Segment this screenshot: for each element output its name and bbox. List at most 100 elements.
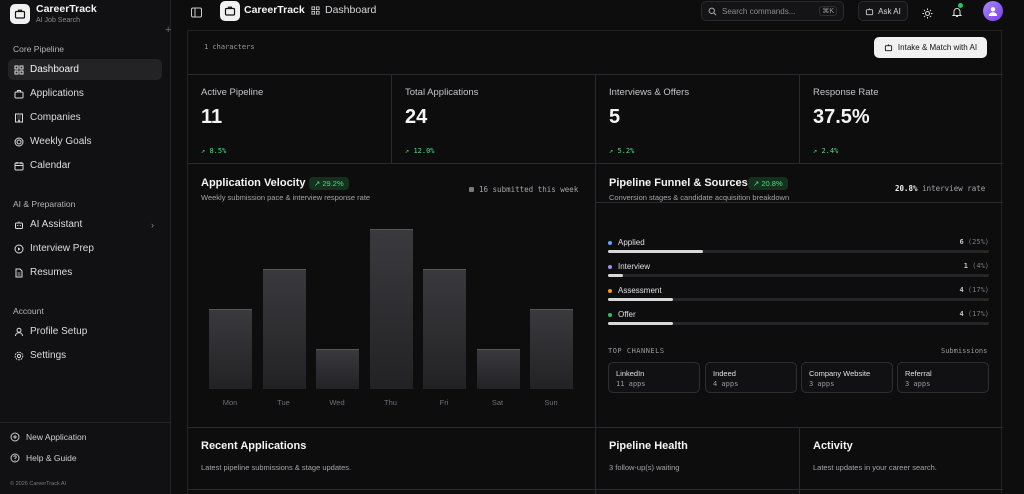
briefcase-logo-icon[interactable] xyxy=(220,1,240,21)
channel-name: Indeed xyxy=(713,369,736,378)
section-core-pipeline: Core Pipeline xyxy=(13,44,65,54)
sidebar-item-resumes[interactable]: Resumes xyxy=(8,262,162,283)
stage-track xyxy=(608,298,989,301)
ask-ai-button[interactable]: Ask AI xyxy=(858,1,908,21)
plus-circle-icon xyxy=(10,432,20,442)
x-tick-label: Wed xyxy=(329,398,345,407)
sidebar-item-calendar[interactable]: Calendar xyxy=(8,155,162,176)
stat-delta-value: 8.5% xyxy=(209,147,227,155)
stage-pct: (17%) xyxy=(967,286,989,294)
bar-thu[interactable] xyxy=(369,229,413,389)
stat-card-interviews-offers[interactable]: Interviews & Offers 5 ↗ 5.2% xyxy=(596,75,800,163)
sidebar-item-ai-assistant[interactable]: AI Assistant › xyxy=(8,214,162,235)
bar-wed[interactable] xyxy=(316,349,359,389)
sun-icon[interactable] xyxy=(922,6,933,19)
stage-count: 1 (4%) xyxy=(964,262,989,270)
sidebar-item-profile-setup[interactable]: Profile Setup xyxy=(8,321,162,342)
interview-rate: 20.8% interview rate xyxy=(895,184,985,193)
command-search[interactable]: ⌘K xyxy=(701,1,844,21)
file-text-icon xyxy=(14,268,24,278)
stat-delta: ↗ 12.0% xyxy=(405,147,435,155)
stage-pct: (17%) xyxy=(967,310,989,318)
breadcrumb-label: Dashboard xyxy=(325,4,377,16)
submitted-note: 16 submitted this week xyxy=(469,185,578,194)
bar-sun[interactable] xyxy=(530,309,573,389)
character-count: 1 characters xyxy=(204,43,255,51)
stat-card-total-applications[interactable]: Total Applications 24 ↗ 12.0% xyxy=(392,75,596,163)
sidebar-item-label: Dashboard xyxy=(30,64,79,75)
stage-count-value: 1 xyxy=(963,262,968,270)
stat-label: Interviews & Offers xyxy=(609,87,690,98)
sidebar-toggle-icon[interactable] xyxy=(191,5,202,18)
bar-sat[interactable] xyxy=(476,349,520,389)
breadcrumb[interactable]: Dashboard xyxy=(311,4,376,16)
bell-icon[interactable] xyxy=(951,5,963,17)
stat-delta: ↗ 8.5% xyxy=(201,147,227,155)
brand-subtitle: AI Job Search xyxy=(36,16,80,24)
divider xyxy=(595,202,1003,203)
sidebar-item-label: Companies xyxy=(30,112,81,123)
header-title[interactable]: CareerTrack xyxy=(244,4,305,16)
briefcase-logo-icon xyxy=(10,4,30,24)
stage-progress-fill xyxy=(608,322,673,325)
x-tick-label: Thu xyxy=(384,398,397,407)
chevron-right-icon: › xyxy=(151,219,154,230)
bar-tue[interactable] xyxy=(262,269,306,389)
dashboard-main: 1 characters Intake & Match with AI Acti… xyxy=(187,30,1004,494)
sidebar-item-applications[interactable]: Applications xyxy=(8,83,162,104)
stat-card-response-rate[interactable]: Response Rate 37.5% ↗ 2.4% xyxy=(800,75,1004,163)
stage-row-interview[interactable]: Interview 1 (4%) xyxy=(608,262,989,282)
help-guide-button[interactable]: Help & Guide xyxy=(10,453,77,463)
sidebar-item-weekly-goals[interactable]: Weekly Goals xyxy=(8,131,162,152)
copyright: © 2026 CareerTrack AI xyxy=(10,481,67,487)
sidebar-item-companies[interactable]: Companies xyxy=(8,107,162,128)
brand[interactable]: CareerTrack AI Job Search xyxy=(10,3,97,25)
stat-value: 11 xyxy=(201,106,223,128)
notification-dot xyxy=(958,3,963,8)
stage-row-applied[interactable]: Applied 6 (25%) xyxy=(608,238,989,258)
channel-card-company-website[interactable]: Company Website 3 apps xyxy=(801,362,893,393)
briefcase-icon xyxy=(14,89,24,99)
channel-card-linkedin[interactable]: LinkedIn 11 apps xyxy=(608,362,700,393)
new-application-label: New Application xyxy=(26,432,87,442)
channel-name: LinkedIn xyxy=(616,369,645,378)
sidebar-item-dashboard[interactable]: Dashboard xyxy=(8,59,162,80)
intake-match-button[interactable]: Intake & Match with AI xyxy=(874,37,987,58)
grid-icon xyxy=(311,5,320,15)
stage-row-assessment[interactable]: Assessment 4 (17%) xyxy=(608,286,989,306)
stage-row-offer[interactable]: Offer 4 (17%) xyxy=(608,310,989,330)
stage-pct: (4%) xyxy=(972,262,989,270)
avatar[interactable] xyxy=(983,1,1003,21)
divider xyxy=(799,74,800,163)
sidebar-item-label: Resumes xyxy=(30,267,73,278)
sidebar-item-label: Settings xyxy=(30,350,67,361)
top-header: CareerTrack Dashboard ⌘K Ask AI xyxy=(171,0,1024,22)
stage-dot xyxy=(608,241,612,245)
stage-count-value: 4 xyxy=(959,310,964,318)
channel-card-referral[interactable]: Referral 3 apps xyxy=(897,362,989,393)
stat-label: Active Pipeline xyxy=(201,87,264,98)
stage-track xyxy=(608,250,989,253)
stat-card-active-pipeline[interactable]: Active Pipeline 11 ↗ 8.5% xyxy=(188,75,392,163)
x-tick-label: Tue xyxy=(277,398,290,407)
sidebar-item-settings[interactable]: Settings xyxy=(8,345,162,366)
new-application-button[interactable]: New Application xyxy=(10,432,86,442)
stage-progress-fill xyxy=(608,250,704,253)
stage-dot xyxy=(608,313,612,317)
velocity-subtitle: Weekly submission pace & interview respo… xyxy=(201,193,371,202)
stat-value: 37.5% xyxy=(813,106,870,128)
stage-count: 4 (17%) xyxy=(959,310,989,318)
divider xyxy=(188,489,1003,490)
section-ai-preparation: AI & Preparation xyxy=(13,199,76,209)
search-input[interactable] xyxy=(722,6,817,16)
recent-applications-title: Recent Applications xyxy=(201,440,307,452)
sidebar-item-interview-prep[interactable]: Interview Prep xyxy=(8,238,162,259)
legend-square-icon xyxy=(469,187,474,192)
divider xyxy=(799,427,800,494)
grid-icon xyxy=(14,65,24,75)
sidebar-item-label: AI Assistant xyxy=(30,219,83,230)
bar-fri[interactable] xyxy=(423,269,466,389)
channel-card-indeed[interactable]: Indeed 4 apps xyxy=(705,362,797,393)
bar-mon[interactable] xyxy=(209,309,252,389)
x-tick-label: Sat xyxy=(491,398,504,407)
